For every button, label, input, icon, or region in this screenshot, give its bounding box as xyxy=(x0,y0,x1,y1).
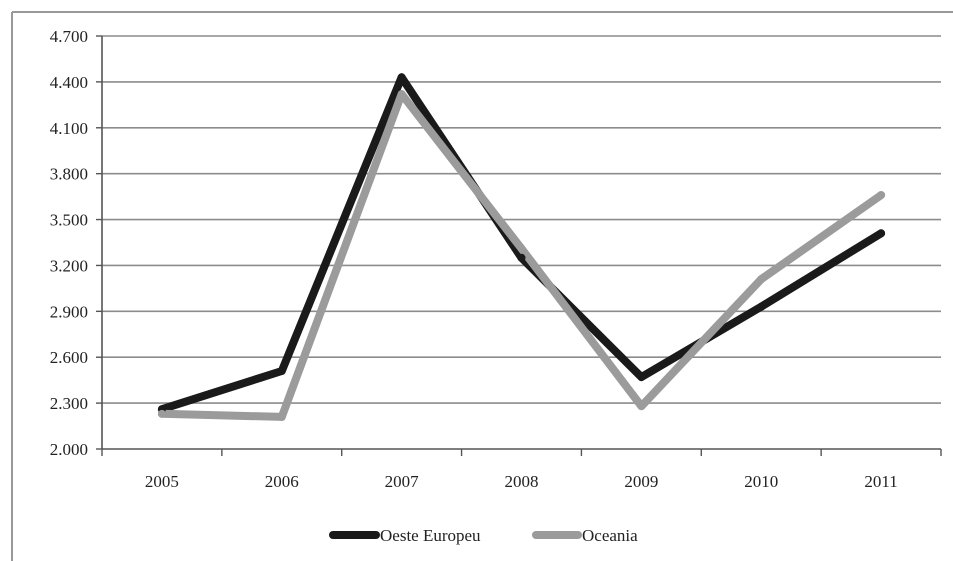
y-tick-label: 2.600 xyxy=(50,348,88,367)
axes xyxy=(96,35,942,456)
data-point xyxy=(637,402,646,411)
data-point xyxy=(517,253,526,262)
data-point xyxy=(397,90,406,99)
x-tick-label: 2007 xyxy=(385,472,420,491)
x-tick-label: 2010 xyxy=(744,472,778,491)
data-point xyxy=(757,275,766,284)
data-point xyxy=(157,409,166,418)
legend-item: Oeste Europeu xyxy=(329,526,481,545)
x-tick-label: 2006 xyxy=(265,472,299,491)
gridlines xyxy=(102,35,941,404)
y-tick-label: 2.900 xyxy=(50,302,88,321)
y-tick-label: 3.500 xyxy=(50,211,88,230)
x-tick-label: 2005 xyxy=(145,472,179,491)
legend-label: Oceania xyxy=(582,526,638,545)
x-tick-label: 2011 xyxy=(864,472,897,491)
legend-item: Oceania xyxy=(532,526,638,545)
data-point xyxy=(397,73,406,82)
y-tick-label: 3.200 xyxy=(50,256,88,275)
data-point xyxy=(637,373,646,382)
x-tick-label: 2009 xyxy=(624,472,658,491)
data-point xyxy=(757,302,766,311)
data-point xyxy=(877,191,886,200)
x-tick-label: 2008 xyxy=(505,472,539,491)
legend-label: Oeste Europeu xyxy=(380,526,481,545)
legend: Oeste Europeu Oceania xyxy=(329,526,638,545)
y-tick-label: 2.300 xyxy=(50,394,88,413)
y-tick-label: 4.400 xyxy=(50,73,88,92)
y-tick-label: 3.800 xyxy=(50,165,88,184)
series-lines xyxy=(157,73,886,421)
y-tick-labels: 2.000 2.300 2.600 2.900 3.200 3.500 3.800 4.100… xyxy=(50,27,88,459)
data-point xyxy=(517,244,526,253)
y-tick-label: 2.000 xyxy=(50,440,88,459)
data-point xyxy=(877,229,886,238)
x-tick-labels: 2005 2006 2007 2008 2009 2010 2011 xyxy=(145,472,898,491)
data-point xyxy=(277,412,286,421)
data-point xyxy=(277,366,286,375)
y-tick-label: 4.100 xyxy=(50,119,88,138)
y-tick-label: 4.700 xyxy=(50,27,88,46)
